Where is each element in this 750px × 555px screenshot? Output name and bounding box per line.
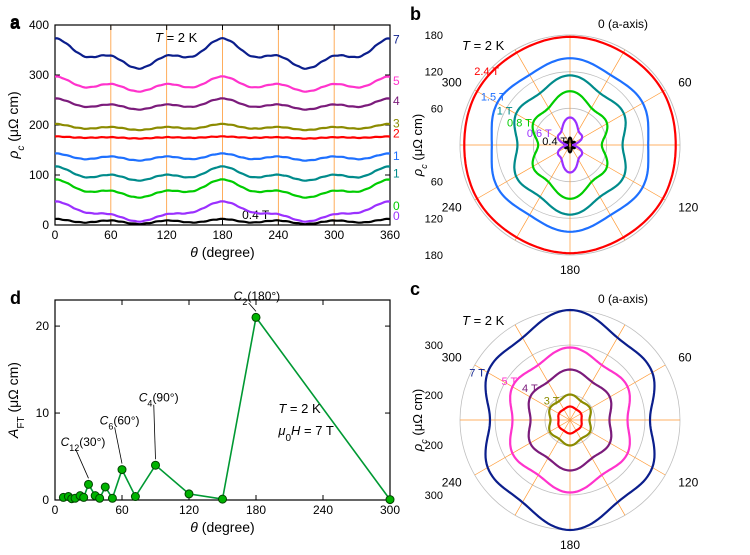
- svg-text:240: 240: [442, 201, 462, 215]
- aft-peak-label: C4(90°): [139, 391, 179, 409]
- curve-label: 5 T: [393, 74, 400, 88]
- curve-label: 1.5 T: [393, 149, 400, 163]
- svg-text:AFT (μΩ cm): AFT (μΩ cm): [5, 362, 27, 439]
- svg-text:20: 20: [36, 319, 50, 333]
- aft-point: [252, 313, 260, 321]
- polar-label: 1.5 T: [481, 92, 506, 104]
- svg-text:T = 2 K: T = 2 K: [462, 313, 505, 328]
- svg-text:d: d: [10, 288, 21, 308]
- svg-text:300: 300: [380, 503, 400, 517]
- svg-text:120: 120: [425, 67, 443, 79]
- svg-text:60: 60: [678, 76, 692, 90]
- svg-text:300: 300: [425, 490, 443, 502]
- svg-text:100: 100: [29, 168, 49, 182]
- svg-text:0: 0: [42, 493, 49, 507]
- aft-point: [118, 466, 126, 474]
- aft-peak-label: C12(30°): [61, 435, 106, 453]
- aft-point: [131, 493, 139, 501]
- svg-text:120: 120: [179, 503, 199, 517]
- polar-label: 5 T: [502, 376, 518, 388]
- svg-text:10: 10: [36, 406, 50, 420]
- polar-label: 2.4 T: [474, 66, 499, 78]
- aft-point: [219, 495, 227, 503]
- svg-text:300: 300: [442, 351, 462, 365]
- svg-text:T = 2 K: T = 2 K: [155, 30, 198, 45]
- aft-point: [96, 494, 104, 502]
- svg-text:180: 180: [212, 228, 232, 242]
- svg-text:ρc (μΩ cm): ρc (μΩ cm): [410, 114, 429, 177]
- panel-d: 0 60 120 180 240 300 0 10 20 θ (degree) AFT (μΩ cm…: [0, 285, 400, 545]
- panel-a: 0 60 120 180 240 300 360 0 100 200 300 400 θ (degree…: [0, 10, 400, 270]
- svg-text:60: 60: [431, 177, 443, 189]
- svg-text:T = 2 K: T = 2 K: [462, 38, 505, 53]
- svg-text:200: 200: [425, 440, 443, 452]
- panel-c: 0 (a-axis)60120180240300200300370ρc (μΩ …: [400, 275, 750, 555]
- svg-text:300: 300: [29, 68, 49, 82]
- svg-text:300: 300: [425, 340, 443, 352]
- aft-line: [63, 317, 390, 499]
- aft-point: [85, 480, 93, 488]
- svg-text:200: 200: [425, 390, 443, 402]
- aft-peak-label: C6(60°): [100, 413, 140, 431]
- svg-text:60: 60: [678, 351, 692, 365]
- svg-text:60: 60: [431, 103, 443, 115]
- aft-point: [185, 490, 193, 498]
- svg-text:120: 120: [425, 213, 443, 225]
- svg-text:60: 60: [104, 228, 118, 242]
- svg-text:0 (a-axis): 0 (a-axis): [598, 17, 648, 31]
- aft-peak-label: C2(180°): [234, 289, 281, 307]
- svg-text:μ0H = 7 T: μ0H = 7 T: [277, 423, 334, 444]
- svg-text:θ (degree): θ (degree): [190, 519, 254, 535]
- curve-label: 1 T: [393, 167, 400, 181]
- svg-text:0: 0: [52, 228, 59, 242]
- aft-point: [101, 483, 109, 491]
- svg-text:180: 180: [425, 250, 443, 262]
- svg-text:240: 240: [313, 503, 333, 517]
- svg-text:400: 400: [29, 18, 49, 32]
- svg-text:0: 0: [52, 503, 59, 517]
- aft-point: [152, 461, 160, 469]
- svg-text:200: 200: [29, 118, 49, 132]
- svg-text:T = 2 K: T = 2 K: [278, 401, 321, 416]
- svg-text:0: 0: [42, 218, 49, 232]
- polar-label: 3 T: [544, 396, 560, 408]
- svg-text:120: 120: [157, 228, 177, 242]
- polar-label: 1 T: [497, 106, 513, 118]
- svg-text:180: 180: [246, 503, 266, 517]
- curve-label: 0.8 T: [393, 199, 400, 213]
- polar-label: 4 T: [522, 383, 538, 395]
- svg-text:ρc (μΩ cm): ρc (μΩ cm): [5, 91, 27, 159]
- svg-text:360: 360: [380, 228, 400, 242]
- aft-point: [108, 494, 116, 502]
- svg-text:0 (a-axis): 0 (a-axis): [598, 292, 648, 306]
- aft-point: [80, 493, 88, 501]
- svg-text:240: 240: [442, 476, 462, 490]
- svg-text:180: 180: [560, 538, 580, 552]
- curve-label: 4 T: [393, 94, 400, 108]
- panel-b: 0 (a-axis)6012018024030060120180180ρc (μ…: [400, 0, 750, 280]
- svg-text:300: 300: [324, 228, 344, 242]
- curve-label: 7 T: [393, 33, 400, 47]
- aft-point: [386, 496, 394, 504]
- svg-text:240: 240: [268, 228, 288, 242]
- svg-text:60: 60: [115, 503, 129, 517]
- polar-label: 0.8 T: [507, 118, 532, 130]
- svg-text:180: 180: [425, 30, 443, 42]
- polar-label: 7 T: [469, 368, 485, 380]
- svg-text:a: a: [10, 13, 21, 33]
- svg-text:120: 120: [678, 201, 698, 215]
- svg-text:300: 300: [442, 76, 462, 90]
- curve-label: 3 T: [393, 117, 400, 131]
- svg-text:θ (degree): θ (degree): [190, 244, 254, 260]
- svg-text:c: c: [410, 279, 420, 299]
- svg-text:b: b: [410, 4, 421, 24]
- svg-text:120: 120: [678, 476, 698, 490]
